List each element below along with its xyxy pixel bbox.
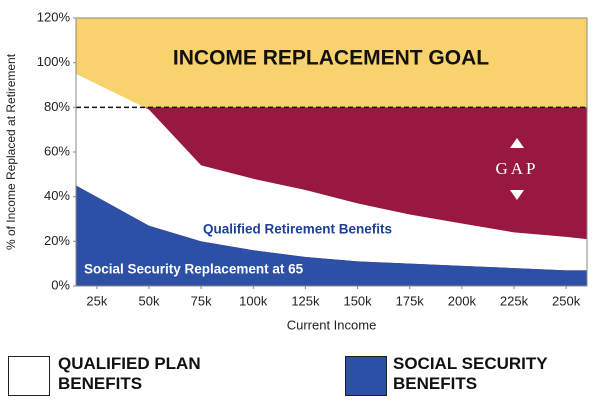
x-tick-label: 200k: [448, 293, 477, 308]
legend-swatch: [8, 356, 50, 396]
y-tick-label: 40%: [44, 188, 70, 203]
x-tick-label: 175k: [396, 293, 425, 308]
y-tick-label: 20%: [44, 233, 70, 248]
goal-area: [76, 18, 587, 108]
arrow: [510, 138, 524, 148]
x-tick-label: 125k: [291, 293, 320, 308]
x-tick-label: 225k: [500, 293, 529, 308]
y-tick-label: 0%: [51, 277, 70, 292]
x-tick-label: 75k: [191, 293, 212, 308]
area: [76, 185, 587, 286]
annotation: GAP: [495, 159, 538, 178]
x-tick-label: 150k: [343, 293, 372, 308]
x-tick-label: 50k: [139, 293, 160, 308]
arrow: [510, 190, 524, 200]
y-tick-label: 60%: [44, 143, 70, 158]
y-tick-label: 120%: [37, 9, 71, 24]
area: [76, 73, 587, 271]
y-tick-label: 100%: [37, 54, 71, 69]
chart: 0% 20% 40% 60% 80% 100% 120% 25k 50k 75k 100k 125k 1…: [4, 9, 588, 332]
annotation: INCOME REPLACEMENT GOAL: [173, 47, 489, 70]
x-tick-label: 25k: [86, 293, 107, 308]
y-tick-label: 80%: [44, 99, 70, 114]
annotation: Qualified Retirement Benefits: [203, 222, 392, 237]
y-axis-label: % of Income Replaced at Retirement: [4, 53, 18, 250]
legend-swatch: [345, 356, 387, 396]
legend-label: SOCIAL SECURITY BENEFITS: [393, 354, 548, 393]
annotation: Social Security Replacement at 65: [84, 262, 304, 277]
x-axis-label: Current Income: [287, 317, 377, 332]
x-tick-label: 250k: [552, 293, 581, 308]
x-tick-label: 100k: [239, 293, 268, 308]
legend-label: QUALIFIED PLAN BENEFITS: [58, 354, 201, 393]
